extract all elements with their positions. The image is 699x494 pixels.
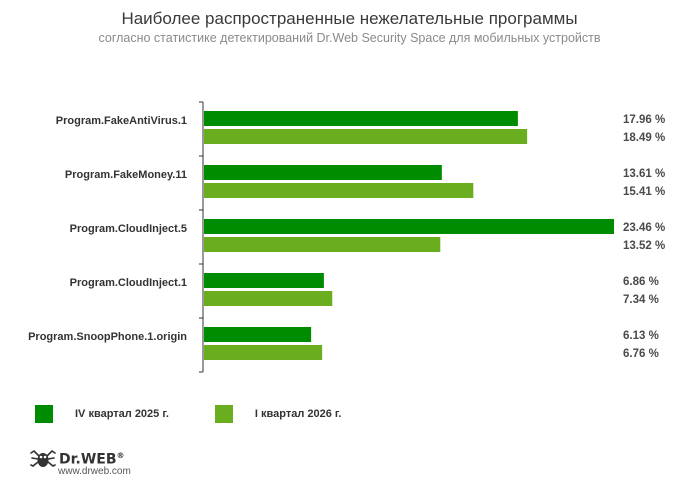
legend-item-q4-2025: IV квартал 2025 г. bbox=[35, 405, 169, 423]
logo-text: Dr.WEB® bbox=[59, 450, 125, 468]
bar-q1-2026 bbox=[204, 345, 323, 360]
drweb-logo[interactable]: Dr.WEB® bbox=[30, 448, 125, 470]
legend-label-q4-2025: IV квартал 2025 г. bbox=[75, 408, 169, 420]
value-label: 7.34 % bbox=[623, 294, 659, 306]
category-label: Program.FakeMoney.11 bbox=[65, 169, 187, 181]
website-link[interactable]: www.drweb.com bbox=[58, 466, 131, 477]
bar-q4-2025 bbox=[204, 273, 324, 288]
spider-icon bbox=[30, 449, 56, 467]
legend: IV квартал 2025 г. I квартал 2026 г. bbox=[35, 405, 387, 423]
value-label: 18.49 % bbox=[623, 132, 665, 144]
value-label: 17.96 % bbox=[623, 114, 665, 126]
legend-swatch-q4-2025 bbox=[35, 405, 53, 423]
value-label: 6.76 % bbox=[623, 348, 659, 360]
bar-q1-2026 bbox=[204, 129, 528, 144]
value-label: 13.61 % bbox=[623, 168, 665, 180]
value-label: 6.13 % bbox=[623, 330, 659, 342]
category-label: Program.CloudInject.5 bbox=[70, 223, 187, 235]
bar-q4-2025 bbox=[204, 219, 614, 234]
legend-label-q1-2026: I квартал 2026 г. bbox=[254, 408, 342, 420]
value-label: 6.86 % bbox=[623, 276, 659, 288]
category-label: Program.FakeAntiVirus.1 bbox=[56, 115, 187, 127]
bar-q4-2025 bbox=[204, 327, 312, 342]
chart-subtitle: согласно статистике детектирований Dr.We… bbox=[98, 31, 601, 45]
legend-swatch-q1-2026 bbox=[214, 405, 233, 423]
value-label: 13.52 % bbox=[623, 240, 665, 252]
chart-title: Наиболее распространенные нежелательные … bbox=[121, 9, 578, 28]
category-label: Program.SnoopPhone.1.origin bbox=[28, 331, 187, 343]
bar-q1-2026 bbox=[204, 183, 474, 198]
bar-q4-2025 bbox=[204, 165, 442, 180]
bar-q1-2026 bbox=[204, 291, 333, 306]
value-label: 15.41 % bbox=[623, 186, 665, 198]
bar-q1-2026 bbox=[204, 237, 441, 252]
category-label: Program.CloudInject.1 bbox=[70, 277, 187, 289]
value-label: 23.46 % bbox=[623, 222, 665, 234]
bar-chart: Program.FakeAntiVirus.1 17.96 % 18.49 % Pro… bbox=[28, 101, 665, 373]
legend-item-q1-2026: I квартал 2026 г. bbox=[214, 405, 342, 423]
bar-q4-2025 bbox=[204, 111, 518, 126]
